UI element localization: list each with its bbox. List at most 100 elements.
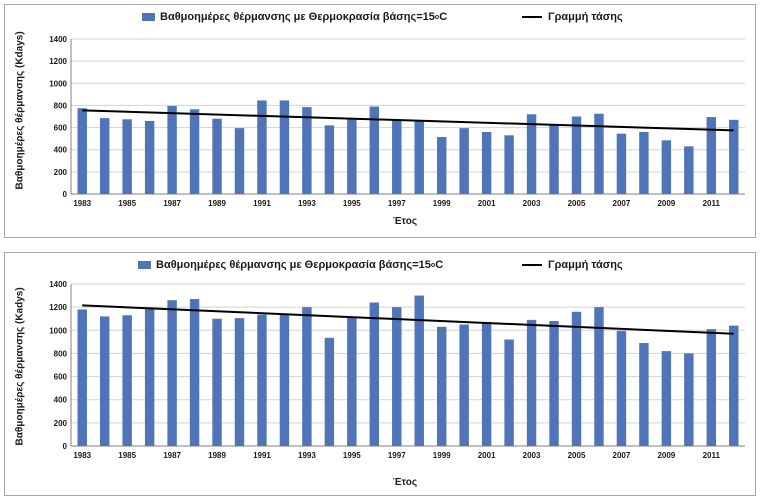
trend-line <box>82 304 734 335</box>
bar <box>122 315 132 446</box>
x-tick-label: 1989 <box>208 451 226 460</box>
bar <box>481 132 492 194</box>
trend-line <box>82 109 734 132</box>
x-tick-label: 2003 <box>523 199 541 208</box>
bar <box>706 117 717 194</box>
chart-panel-2: Βαθμοημέρες θέρμανσης με Θερμοκρασία βάσ… <box>4 252 756 496</box>
chart-svg: 0 200 400 600 800 1000 1200 1400 1983 1985 1987 198… <box>49 280 745 460</box>
bar <box>144 120 155 194</box>
x-axis-title: Έτος <box>393 216 418 227</box>
x-tick-label: 2005 <box>568 451 586 460</box>
bar <box>122 119 132 194</box>
bar <box>459 128 469 194</box>
bar <box>729 325 739 446</box>
bar <box>684 353 694 446</box>
x-tick-label: 1985 <box>118 199 136 208</box>
x-tick-label: 2009 <box>657 451 675 460</box>
x-tick-label: 1999 <box>433 451 451 460</box>
bar <box>392 120 402 194</box>
legend-unit: C <box>439 11 448 23</box>
x-tick-label: 1995 <box>343 451 361 460</box>
bar <box>616 133 627 194</box>
x-tick-label: 2007 <box>613 451 631 460</box>
x-tick-label: 1991 <box>253 199 271 208</box>
bar <box>729 119 739 194</box>
bar <box>77 309 87 446</box>
legend-item-trend: Γραμμή τάσης <box>522 11 623 23</box>
x-tick-label: 1993 <box>298 199 316 208</box>
y-tick-label: 1000 <box>49 79 67 88</box>
bar <box>279 314 290 446</box>
bar <box>481 322 492 446</box>
bar <box>571 311 582 446</box>
bar <box>302 307 312 446</box>
legend-bar-label: Βαθμοημέρες θέρμανσης με Θερμοκρασία βάσ… <box>160 11 435 23</box>
x-tick-label: 2011 <box>703 451 721 460</box>
legend-swatch-bar <box>138 261 151 269</box>
x-tick-label: 2001 <box>478 451 496 460</box>
x-tick-label: 1987 <box>163 199 181 208</box>
chart-panel-1: Βαθμοημέρες θέρμανσης με Θερμοκρασία βάσ… <box>4 4 756 238</box>
y-tick-label: 200 <box>54 419 68 428</box>
bar <box>616 330 627 446</box>
bar <box>234 128 245 194</box>
bar <box>302 107 312 194</box>
bar <box>549 124 559 194</box>
y-tick-label: 400 <box>54 396 68 405</box>
legend-swatch-bar <box>142 13 155 21</box>
bar <box>549 321 559 446</box>
y-tick-label: 1400 <box>49 35 67 44</box>
legend-unit: C <box>435 259 444 271</box>
x-tick-label: 1983 <box>73 199 91 208</box>
bar <box>279 100 290 194</box>
bar <box>436 136 447 194</box>
bar <box>504 339 514 446</box>
bar <box>639 132 649 194</box>
y-tick-label: 200 <box>54 168 68 177</box>
legend-item-bars: Βαθμοημέρες θέρμανσης με Θερμοκρασία βάσ… <box>138 259 443 271</box>
x-tick-label: 1999 <box>433 199 451 208</box>
bar <box>414 295 424 446</box>
bar <box>189 109 200 194</box>
bar <box>594 307 604 446</box>
x-tick-label: 1985 <box>118 451 136 460</box>
bar <box>571 116 582 194</box>
bar <box>639 343 649 446</box>
y-tick-label: 800 <box>54 349 68 358</box>
legend-swatch-line <box>522 16 542 18</box>
y-tick-label: 1000 <box>49 326 67 335</box>
legend-trend-label: Γραμμή τάσης <box>548 11 623 23</box>
bar <box>526 319 537 446</box>
y-tick-label: 400 <box>54 146 68 155</box>
bar <box>212 318 222 446</box>
x-tick-label: 1993 <box>298 451 316 460</box>
bar <box>459 324 469 446</box>
bar <box>661 140 672 194</box>
x-tick-label: 1997 <box>388 199 406 208</box>
y-tick-label: 600 <box>54 124 68 133</box>
y-tick-label: 600 <box>54 373 68 382</box>
legend-degree-sup: ο <box>434 13 440 21</box>
bar <box>504 135 514 194</box>
y-tick-label: 0 <box>63 442 68 451</box>
chart-svg: 0 200 400 600 800 1000 1200 1400 1983 1985 1987 198… <box>49 35 745 208</box>
x-tick-label: 2011 <box>703 199 721 208</box>
bar <box>684 146 694 194</box>
bar <box>189 299 200 446</box>
bar <box>661 351 672 446</box>
bar <box>257 314 267 446</box>
bar <box>77 108 87 194</box>
bar <box>99 316 110 446</box>
x-tick-label: 1989 <box>208 199 226 208</box>
x-tick-label: 2009 <box>657 199 675 208</box>
bar <box>706 329 717 446</box>
bar <box>594 113 604 194</box>
x-tick-label: 1997 <box>388 451 406 460</box>
legend-item-bars: Βαθμοημέρες θέρμανσης με Θερμοκρασία βάσ… <box>142 11 447 23</box>
bar <box>324 125 335 194</box>
legend-bar-label: Βαθμοημέρες θέρμανσης με Θερμοκρασία βάσ… <box>156 259 431 271</box>
x-tick-label: 1991 <box>253 451 271 460</box>
y-tick-label: 1400 <box>49 280 67 289</box>
x-tick-label: 2003 <box>523 451 541 460</box>
x-axis-title: Έτος <box>393 477 418 488</box>
